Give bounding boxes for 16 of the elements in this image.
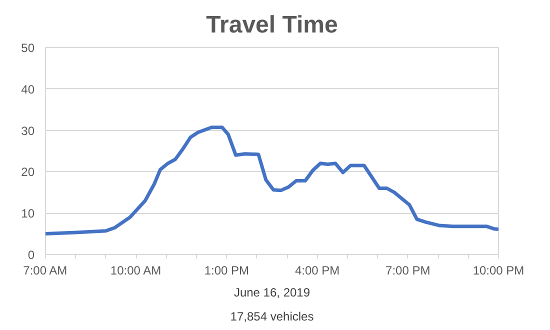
- chart-title: Travel Time: [206, 12, 338, 38]
- x-tick-label: 10:00 AM: [110, 264, 162, 278]
- x-tick-label: 1:00 PM: [204, 264, 250, 278]
- y-tick-label: 10: [21, 206, 35, 221]
- y-tick-label: 0: [28, 248, 35, 262]
- x-tick-label: 10:00 PM: [472, 264, 524, 278]
- x-axis-title: June 16, 2019: [234, 286, 310, 300]
- x-tick-label: 7:00 PM: [386, 264, 430, 278]
- x-tick-label: 4:00 PM: [294, 264, 340, 278]
- x-tick-label: 7:00 AM: [23, 264, 68, 278]
- y-tick-label: 20: [21, 165, 35, 180]
- y-tick-label: 50: [21, 41, 35, 55]
- line-series: [46, 126, 498, 236]
- y-tick-label: 30: [21, 124, 35, 138]
- y-tick-label: 40: [21, 82, 35, 96]
- text: 17,854 vehicles: [230, 310, 314, 324]
